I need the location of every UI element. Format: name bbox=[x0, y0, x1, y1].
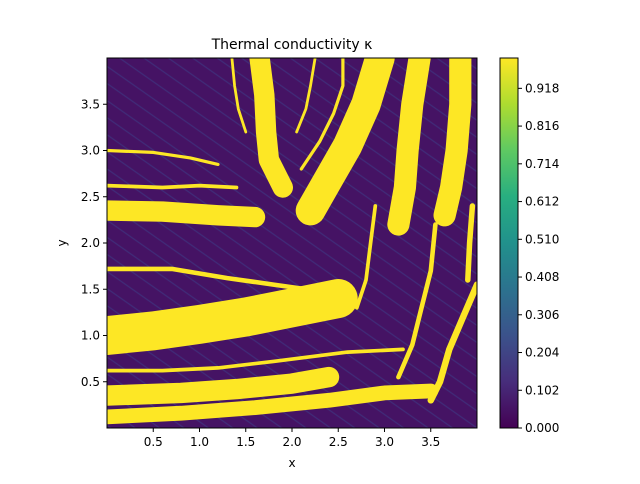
heatmap-channel bbox=[107, 383, 439, 425]
colorbar-tick-label: 0.000 bbox=[525, 421, 559, 435]
heatmap-channel bbox=[299, 58, 345, 171]
colorbar-tick-label: 0.612 bbox=[525, 195, 559, 209]
y-tick-label: 3.5 bbox=[81, 97, 100, 111]
y-tick-label: 1.0 bbox=[81, 329, 100, 343]
heatmap-area bbox=[107, 58, 477, 428]
heatmap-channel bbox=[295, 58, 317, 134]
colorbar-axis: 0.000 0.102 0.204 0.306 0.408 0.510 0.612 0.714… bbox=[518, 81, 559, 435]
heatmap-channel bbox=[387, 58, 431, 236]
x-tick-label: 3.0 bbox=[375, 435, 394, 449]
heatmap-channel bbox=[433, 58, 472, 227]
heatmap-channel bbox=[295, 58, 395, 226]
x-tick-label: 3.5 bbox=[421, 435, 440, 449]
heatmap-channel bbox=[107, 200, 266, 228]
y-tick-label: 3.0 bbox=[81, 144, 100, 158]
heatmap-channel bbox=[107, 148, 220, 166]
x-tick-label: 1.5 bbox=[236, 435, 255, 449]
heatmap-channels bbox=[107, 58, 477, 425]
x-tick-label: 0.5 bbox=[144, 435, 163, 449]
heatmap-channel bbox=[107, 183, 239, 190]
y-tick-label: 2.0 bbox=[81, 236, 100, 250]
colorbar-tick-label: 0.714 bbox=[525, 157, 559, 171]
y-tick-label: 2.5 bbox=[81, 190, 100, 204]
y-tick-label: 0.5 bbox=[81, 375, 100, 389]
heatmap-channel bbox=[465, 203, 476, 283]
colorbar-tick-label: 0.204 bbox=[525, 346, 559, 360]
x-tick-label: 2.5 bbox=[329, 435, 348, 449]
colorbar-tick-label: 0.918 bbox=[525, 81, 559, 95]
heatmap-channel bbox=[396, 222, 438, 380]
colorbar-tick-label: 0.306 bbox=[525, 308, 559, 322]
x-tick-label: 2.0 bbox=[282, 435, 301, 449]
heatmap-channel bbox=[427, 281, 477, 404]
colorbar-tick-label: 0.816 bbox=[525, 119, 559, 133]
colorbar-tick-label: 0.408 bbox=[525, 270, 559, 284]
heatmap-channel bbox=[249, 58, 293, 198]
heatmap-channel bbox=[354, 204, 378, 310]
colorbar-tick-label: 0.102 bbox=[525, 383, 559, 397]
y-tick-label: 1.5 bbox=[81, 282, 100, 296]
y-axis: 0.5 1.0 1.5 2.0 2.5 3.0 3.5 bbox=[81, 97, 107, 389]
heatmap-channel bbox=[107, 366, 340, 406]
x-axis-label: x bbox=[288, 456, 295, 470]
colorbar-tick-label: 0.510 bbox=[525, 232, 559, 246]
heatmap-channel bbox=[107, 347, 405, 373]
y-axis-label: y bbox=[55, 239, 69, 246]
chart-title: Thermal conductivity κ bbox=[211, 37, 373, 53]
x-tick-label: 1.0 bbox=[190, 435, 209, 449]
x-axis: 0.5 1.0 1.5 2.0 2.5 3.0 3.5 bbox=[144, 428, 440, 449]
heatmap-channel bbox=[107, 279, 358, 355]
heatmap-channel bbox=[230, 58, 248, 134]
heatmap-channel bbox=[107, 266, 323, 294]
colorbar bbox=[499, 57, 519, 429]
